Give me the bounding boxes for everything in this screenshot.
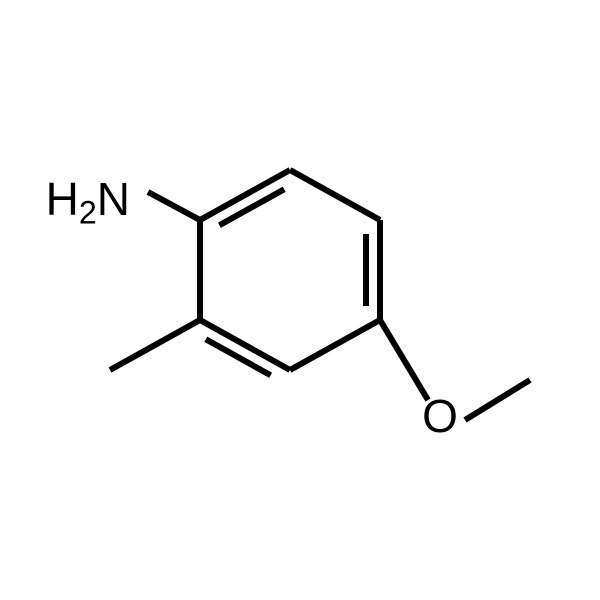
bond — [110, 320, 200, 370]
bond — [465, 380, 530, 420]
atom-label-o: O — [422, 390, 458, 442]
bond — [148, 192, 200, 220]
molecule-svg: H2N O — [0, 0, 600, 600]
bonds-group — [110, 170, 530, 420]
bond — [290, 320, 380, 370]
bond — [380, 320, 428, 400]
atom-label-h2n: H2N — [46, 173, 130, 230]
bond — [290, 170, 380, 220]
molecule-diagram: H2N O — [0, 0, 600, 600]
labels-group: H2N O — [46, 173, 458, 442]
